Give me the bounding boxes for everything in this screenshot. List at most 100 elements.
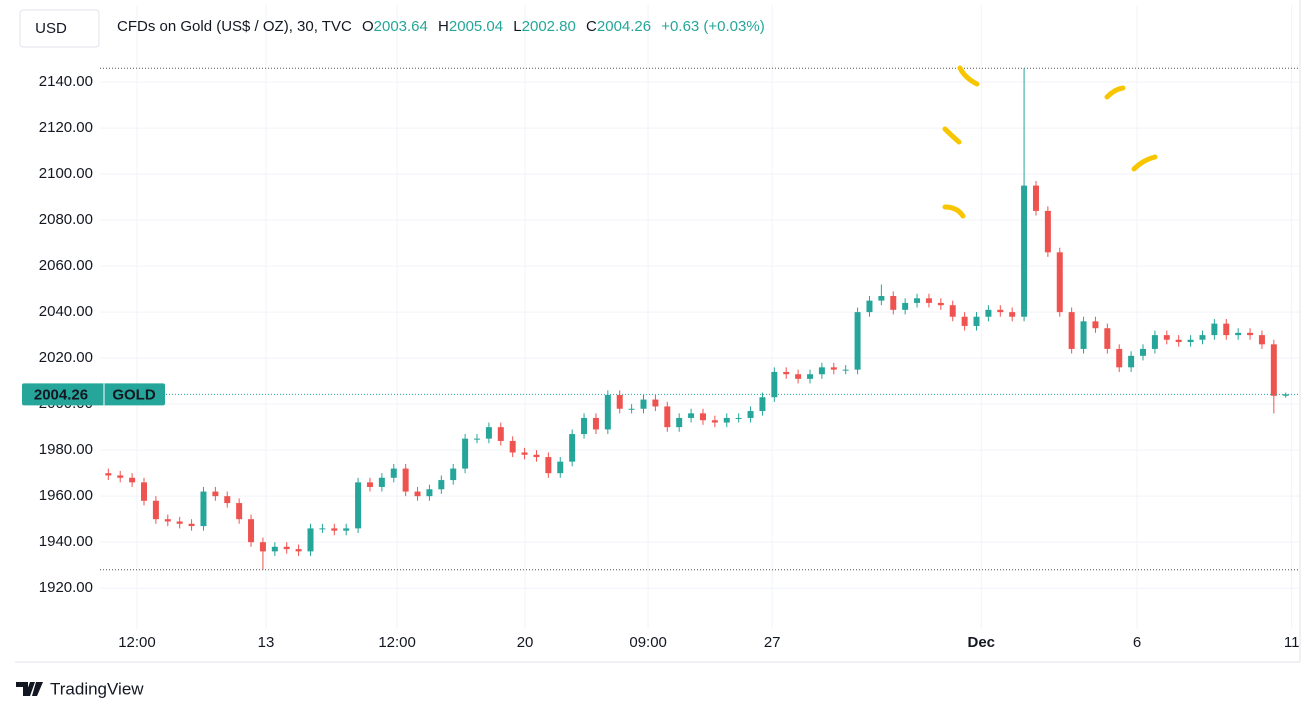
candle-body xyxy=(592,417,599,430)
brand-logo xyxy=(16,682,43,696)
candle-body xyxy=(129,477,136,483)
candle-body xyxy=(1199,335,1206,340)
candle-body xyxy=(985,309,992,317)
candle-body xyxy=(1258,335,1265,345)
brand-name: TradingView xyxy=(50,679,144,698)
candle-body xyxy=(355,482,362,529)
candle-body xyxy=(664,406,671,428)
candle-body xyxy=(902,302,909,310)
candle-body xyxy=(105,473,112,476)
candle-body xyxy=(1140,348,1147,356)
price-tag-value: 2004.26 xyxy=(34,386,88,403)
y-tick-label: 2100.00 xyxy=(39,165,93,182)
candle-body xyxy=(890,296,897,310)
candle-body xyxy=(497,427,504,441)
candle-body xyxy=(1092,321,1099,329)
candle-body xyxy=(676,417,683,428)
candle-body xyxy=(1163,335,1170,340)
candle-body xyxy=(1044,210,1051,253)
candle-body xyxy=(914,298,921,303)
candle-body xyxy=(795,374,802,379)
candle-body xyxy=(188,523,195,527)
legend-title: CFDs on Gold (US$ / OZ), 30, TVC xyxy=(117,18,352,35)
candle-body xyxy=(426,489,433,497)
legend-value: 2005.04 xyxy=(449,18,503,35)
x-tick-label: 12:00 xyxy=(118,634,156,651)
candle-body xyxy=(1009,312,1016,317)
y-tick-label: 2080.00 xyxy=(39,211,93,228)
y-tick-label: 2120.00 xyxy=(39,119,93,136)
candle-body xyxy=(450,468,457,481)
candle-body xyxy=(723,417,730,423)
candle-body xyxy=(628,408,635,410)
candle-body xyxy=(533,454,540,458)
x-tick-label: 6 xyxy=(1133,634,1141,651)
candle-body xyxy=(545,457,552,474)
candle-body xyxy=(485,427,492,439)
candle-body xyxy=(771,371,778,398)
brand[interactable]: TradingView xyxy=(16,679,144,698)
y-tick-label: 2140.00 xyxy=(39,73,93,90)
doodle xyxy=(1104,85,1126,100)
legend-change: +0.63 (+0.03%) xyxy=(661,18,764,35)
candle-body xyxy=(1211,323,1218,336)
y-tick-label: 1960.00 xyxy=(39,487,93,504)
candle-body xyxy=(390,468,397,478)
candle-body xyxy=(937,302,944,306)
legend-label: O xyxy=(362,18,374,35)
candle-body xyxy=(616,394,623,409)
y-tick-label: 2060.00 xyxy=(39,257,93,274)
candle-body xyxy=(735,417,742,419)
candle-body xyxy=(200,491,207,527)
x-tick-label: 12:00 xyxy=(378,634,416,651)
doodle xyxy=(942,204,966,219)
candle-body xyxy=(1151,335,1158,349)
y-tick-label: 1940.00 xyxy=(39,533,93,550)
candle-body xyxy=(1068,312,1075,349)
candle-body xyxy=(141,482,148,501)
candle-body xyxy=(212,491,219,497)
candle-body xyxy=(378,477,385,487)
candle-body xyxy=(248,519,255,543)
legend-value: 2004.26 xyxy=(597,18,651,35)
x-tick-label: 20 xyxy=(517,634,534,651)
currency-button[interactable] xyxy=(19,9,100,48)
legend-label: H xyxy=(438,18,449,35)
candle-body xyxy=(854,312,861,370)
price-tag xyxy=(22,383,165,406)
candle-body xyxy=(783,371,790,375)
candle-body xyxy=(1187,339,1194,343)
doodles xyxy=(942,65,1158,219)
legend-value: 2003.64 xyxy=(374,18,428,35)
candle-body xyxy=(474,438,481,440)
candle-body xyxy=(295,549,302,552)
x-tick-label: 13 xyxy=(258,634,275,651)
legend-label: C xyxy=(586,18,597,35)
candle-body xyxy=(414,491,421,497)
doodle xyxy=(1131,154,1158,172)
candle-body xyxy=(462,438,469,469)
candle-body xyxy=(949,305,956,317)
legend-value: 2002.80 xyxy=(522,18,576,35)
candle-body xyxy=(842,369,849,371)
candle-body xyxy=(1080,321,1087,349)
candle-body xyxy=(640,399,647,409)
candle-body xyxy=(759,397,766,412)
candle-body xyxy=(331,528,338,531)
candle-body xyxy=(1116,348,1123,368)
candle-body xyxy=(973,316,980,326)
candle-body xyxy=(1282,394,1289,396)
candle-body xyxy=(307,528,314,552)
legend: CFDs on Gold (US$ / OZ), 30, TVC O2003.6… xyxy=(117,18,765,35)
candle-body xyxy=(807,374,814,379)
candle-body xyxy=(1128,355,1135,368)
candle-body xyxy=(236,503,243,520)
x-tick-label: 11 xyxy=(1284,634,1300,651)
x-tick-label: 27 xyxy=(764,634,781,651)
doodle xyxy=(957,65,980,87)
candle-body xyxy=(569,434,576,462)
candle-body xyxy=(604,394,611,430)
candle-body xyxy=(1056,252,1063,313)
currency[interactable]: USD xyxy=(35,20,67,37)
candle-body xyxy=(878,296,885,301)
